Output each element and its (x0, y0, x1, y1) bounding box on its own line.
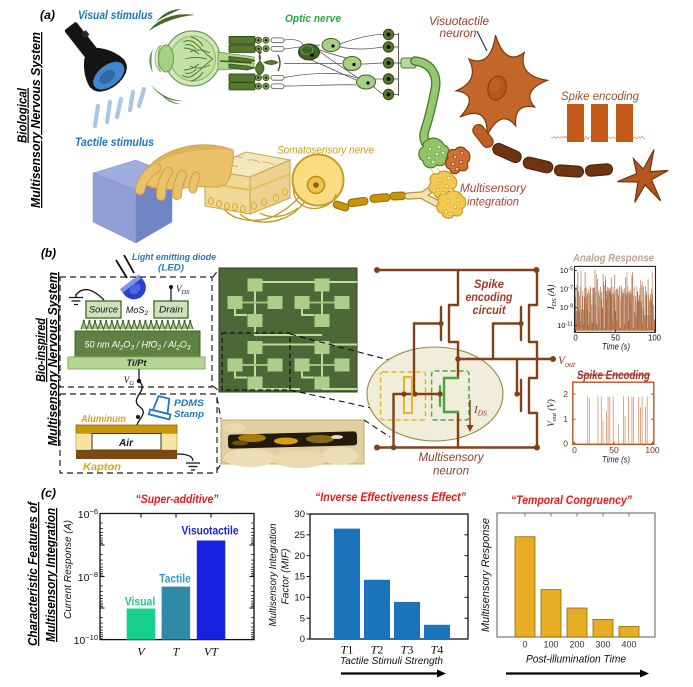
svg-text:“Inverse Effectiveness Effect”: “Inverse Effectiveness Effect” (315, 492, 466, 504)
svg-text:V: V (137, 645, 146, 659)
svg-text:10-7: 10-7 (560, 285, 573, 294)
svg-text:0: 0 (573, 334, 578, 343)
svg-text:30: 30 (294, 509, 305, 520)
svg-text:Factor (MIF): Factor (MIF) (281, 549, 292, 605)
svg-text:“Super-additive”: “Super-additive” (136, 494, 219, 506)
svg-text:0: 0 (300, 634, 305, 645)
svg-text:100: 100 (543, 640, 558, 650)
svg-text:(a): (a) (40, 8, 55, 22)
svg-text:50: 50 (611, 334, 620, 343)
svg-text:Multisensory Nervous System: Multisensory Nervous System (46, 272, 60, 446)
svg-text:50 nm Al2O3 / HfO2 / Al2O3: 50 nm Al2O3 / HfO2 / Al2O3 (84, 340, 190, 352)
svg-text:Multisensory Response: Multisensory Response (480, 518, 492, 632)
svg-text:neuron: neuron (440, 28, 477, 40)
svg-text:Biological: Biological (16, 88, 30, 143)
svg-text:0: 0 (563, 439, 568, 449)
svg-text:Time (s): Time (s) (602, 455, 630, 465)
svg-text:VT: VT (204, 645, 219, 659)
svg-text:Current Response (A): Current Response (A) (62, 520, 74, 619)
svg-text:10-5: 10-5 (560, 266, 573, 275)
svg-text:2: 2 (563, 389, 568, 399)
svg-text:300: 300 (595, 640, 610, 650)
svg-text:1: 1 (563, 414, 568, 424)
svg-text:Spike encoding: Spike encoding (561, 91, 640, 103)
svg-text:circuit: circuit (473, 303, 507, 317)
svg-text:Characteristic Features of: Characteristic Features of (26, 500, 40, 646)
svg-text:“Temporal Congruency”: “Temporal Congruency” (511, 495, 632, 507)
svg-text:10: 10 (294, 593, 305, 604)
svg-text:0: 0 (522, 640, 527, 650)
svg-text:Analog Response: Analog Response (572, 253, 654, 265)
svg-text:IDS (A): IDS (A) (546, 285, 558, 311)
svg-text:Optic nerve: Optic nerve (285, 13, 341, 25)
svg-text:Spike Encoding: Spike Encoding (577, 370, 650, 382)
svg-text:Multisensory: Multisensory (460, 183, 527, 195)
svg-text:(LED): (LED) (158, 263, 184, 274)
svg-text:Spike: Spike (474, 277, 504, 291)
svg-text:Vout: Vout (558, 355, 576, 369)
svg-text:Tactile: Tactile (159, 574, 191, 586)
svg-text:Drain: Drain (159, 305, 183, 315)
svg-text:T4: T4 (431, 643, 444, 657)
svg-text:100: 100 (645, 445, 659, 455)
svg-text:Vout (V): Vout (V) (546, 399, 558, 427)
svg-text:Ti/Pt: Ti/Pt (127, 358, 148, 368)
svg-text:15: 15 (294, 572, 305, 583)
svg-text:Bio-inspired: Bio-inspired (34, 318, 48, 382)
svg-text:Post-illumination Time: Post-illumination Time (526, 654, 626, 666)
svg-text:Visual stimulus: Visual stimulus (78, 8, 153, 22)
svg-text:Light emitting diode: Light emitting diode (132, 252, 217, 263)
svg-text:VG: VG (124, 375, 135, 387)
svg-text:Tactile Stimuli Strength: Tactile Stimuli Strength (340, 655, 443, 667)
svg-text:10-11: 10-11 (557, 321, 573, 330)
svg-text:10−10: 10−10 (74, 633, 98, 647)
svg-text:Visuotactile: Visuotactile (429, 16, 489, 28)
svg-text:Visuotactile: Visuotactile (182, 526, 239, 538)
svg-text:400: 400 (621, 640, 636, 650)
svg-text:Tactile stimulus: Tactile stimulus (75, 135, 154, 149)
svg-text:integration: integration (467, 197, 519, 209)
svg-text:Multisensory Nervous System: Multisensory Nervous System (29, 32, 43, 208)
svg-text:25: 25 (294, 530, 305, 541)
svg-text:T3: T3 (401, 643, 414, 657)
svg-text:VDS: VDS (176, 284, 190, 296)
svg-text:T: T (173, 645, 181, 659)
svg-text:10-9: 10-9 (560, 303, 573, 312)
svg-text:encoding: encoding (466, 290, 514, 304)
svg-text:Somatosensory nerve: Somatosensory nerve (277, 145, 374, 157)
svg-text:Visual: Visual (125, 597, 156, 609)
svg-text:Time (s): Time (s) (602, 342, 630, 352)
svg-text:Air: Air (118, 438, 134, 449)
svg-text:(c): (c) (41, 486, 56, 500)
svg-text:neuron: neuron (433, 466, 469, 478)
svg-text:50: 50 (609, 445, 619, 455)
svg-text:PDMS: PDMS (174, 398, 205, 409)
svg-text:MoS2: MoS2 (126, 305, 149, 317)
svg-text:(b): (b) (41, 246, 56, 260)
svg-text:5: 5 (300, 613, 305, 624)
svg-text:Source: Source (89, 305, 118, 315)
svg-text:200: 200 (569, 640, 584, 650)
svg-text:T1: T1 (341, 643, 354, 657)
svg-text:20: 20 (294, 551, 305, 562)
svg-text:0: 0 (572, 445, 577, 455)
svg-text:T2: T2 (371, 643, 384, 657)
svg-text:100: 100 (648, 334, 662, 343)
svg-text:10−6: 10−6 (78, 507, 98, 521)
svg-text:Multisensory Integration: Multisensory Integration (268, 524, 279, 627)
svg-text:Aluminum: Aluminum (80, 413, 126, 425)
svg-text:Stamp: Stamp (174, 409, 204, 420)
svg-text:10−8: 10−8 (78, 570, 98, 584)
svg-text:Multisensory Integration: Multisensory Integration (44, 508, 58, 642)
svg-text:Kapton: Kapton (83, 461, 121, 473)
svg-text:Multisensory: Multisensory (419, 452, 485, 464)
